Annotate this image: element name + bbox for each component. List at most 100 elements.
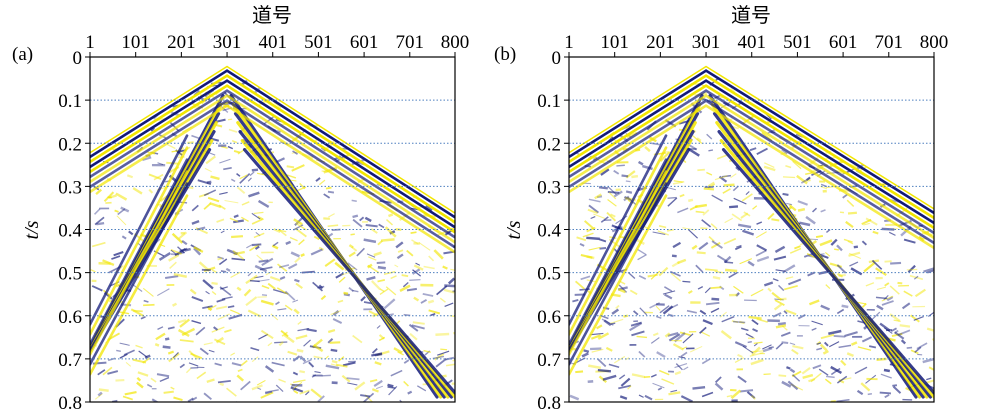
noise-streak (213, 326, 219, 331)
x-tick-label: 501 (783, 32, 812, 53)
noise-streak (360, 394, 370, 398)
noise-streak (841, 304, 849, 309)
noise-streak (575, 370, 584, 374)
noise-streak (290, 386, 304, 393)
noise-streak (755, 231, 767, 239)
noise-streak (787, 380, 799, 391)
noise-streak (916, 342, 928, 350)
noise-streak (171, 302, 178, 307)
noise-streak (691, 244, 698, 250)
noise-streak (876, 304, 884, 311)
noise-streak (205, 290, 210, 295)
noise-streak (249, 171, 255, 177)
noise-streak (879, 322, 891, 332)
y-tick-label: 0.7 (537, 350, 561, 371)
noise-streak (610, 322, 616, 325)
noise-streak (428, 255, 435, 262)
noise-streak (310, 388, 322, 399)
noise-streak (179, 247, 188, 253)
noise-streak (581, 352, 589, 358)
noise-streak (678, 356, 686, 359)
noise-streak (393, 347, 403, 354)
noise-streak (253, 211, 264, 215)
noise-streak (638, 394, 644, 398)
y-tick-label: 0.4 (58, 221, 82, 242)
noise-streak (697, 168, 705, 172)
noise-streak (125, 362, 132, 367)
noise-streak (846, 199, 855, 207)
noise-streak (313, 344, 324, 353)
noise-streak (256, 379, 266, 386)
noise-streak (132, 187, 143, 195)
noise-streak (828, 329, 842, 336)
noise-streak (373, 251, 382, 257)
noise-streak (711, 297, 720, 301)
noise-streak (708, 236, 715, 243)
noise-streak (667, 196, 677, 199)
noise-streak (119, 342, 130, 346)
noise-streak (243, 288, 252, 297)
noise-streak (610, 213, 616, 218)
noise-streak (627, 271, 636, 279)
noise-streak (751, 319, 759, 326)
noise-streak (290, 251, 300, 258)
noise-streak (330, 309, 342, 316)
noise-streak (762, 344, 772, 350)
noise-streak (639, 307, 648, 316)
noise-streak (387, 213, 394, 218)
noise-streak (248, 191, 260, 198)
noise-streak (444, 302, 454, 308)
noise-streak (374, 361, 382, 366)
noise-streak (427, 299, 435, 304)
noise-streak (829, 262, 842, 268)
noise-streak (136, 381, 144, 389)
x-tick-label: 101 (121, 32, 150, 53)
x-tick-label: 701 (396, 32, 425, 53)
noise-streak (352, 218, 363, 228)
noise-streak (623, 195, 630, 202)
noise-streak (286, 174, 297, 179)
noise-streak (387, 386, 396, 389)
noise-streak (98, 388, 109, 392)
noise-streak (702, 209, 710, 216)
noise-streak (695, 210, 705, 214)
noise-streak (724, 261, 734, 264)
noise-streak (237, 368, 243, 372)
noise-streak (265, 389, 279, 394)
noise-streak (407, 390, 413, 395)
event-line (242, 148, 455, 396)
noise-streak (808, 299, 820, 306)
noise-streak (188, 350, 199, 360)
noise-streak (418, 242, 431, 251)
pre-arrival-mask (569, 57, 934, 208)
noise-streak (272, 241, 279, 247)
noise-streak (705, 268, 718, 272)
noise-streak (723, 183, 735, 187)
noise-streak (672, 180, 685, 185)
noise-streak (903, 290, 913, 297)
noise-streak (435, 332, 450, 336)
y-tick-label: 0.3 (537, 177, 561, 198)
noise-streak (670, 389, 678, 393)
noise-streak (834, 248, 839, 251)
noise-streak (772, 312, 782, 318)
noise-streak (843, 238, 853, 243)
noise-streak (867, 392, 873, 396)
noise-streak (142, 357, 151, 364)
noise-streak (733, 285, 744, 294)
noise-streak (278, 341, 284, 347)
noise-streak (155, 332, 166, 341)
noise-streak (285, 240, 292, 245)
noise-streak (753, 343, 758, 347)
noise-streak (443, 288, 455, 294)
noise-streak (836, 375, 848, 384)
noise-streak (861, 218, 872, 225)
noise-streak (797, 200, 808, 206)
noise-streak (224, 200, 239, 204)
noise-streak (257, 199, 270, 208)
noise-streak (698, 241, 709, 251)
noise-streak (293, 224, 304, 231)
noise-streak (423, 265, 435, 270)
noise-streak (185, 367, 192, 374)
noise-streak (672, 343, 684, 351)
